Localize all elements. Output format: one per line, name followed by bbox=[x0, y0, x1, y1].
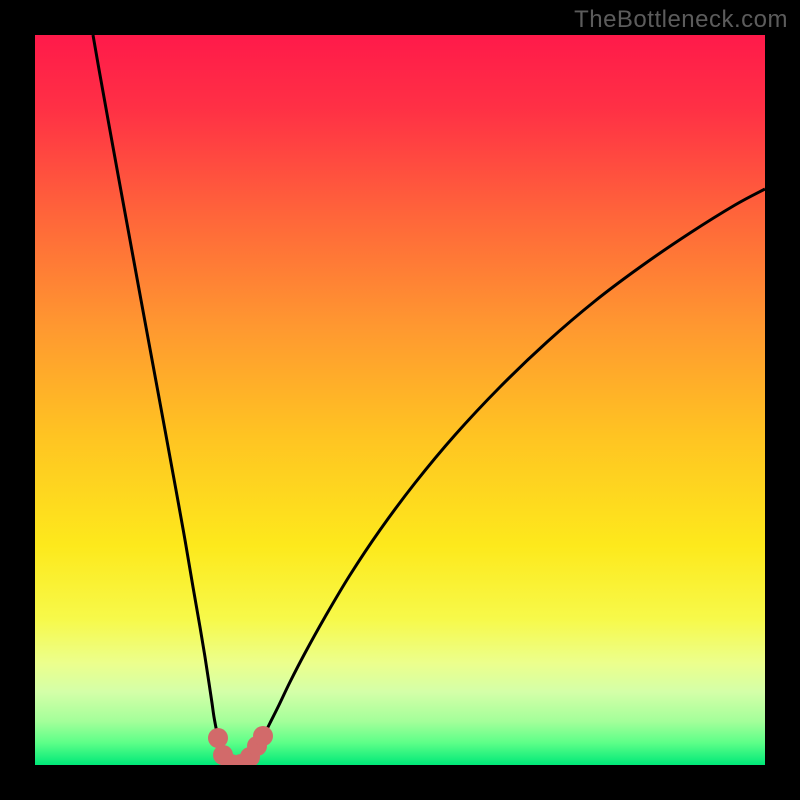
watermark-text: TheBottleneck.com bbox=[574, 6, 788, 34]
plot-area bbox=[35, 35, 765, 765]
bottleneck-curve bbox=[35, 35, 765, 765]
chart-container: TheBottleneck.com bbox=[0, 0, 800, 800]
data-marker bbox=[253, 726, 273, 746]
